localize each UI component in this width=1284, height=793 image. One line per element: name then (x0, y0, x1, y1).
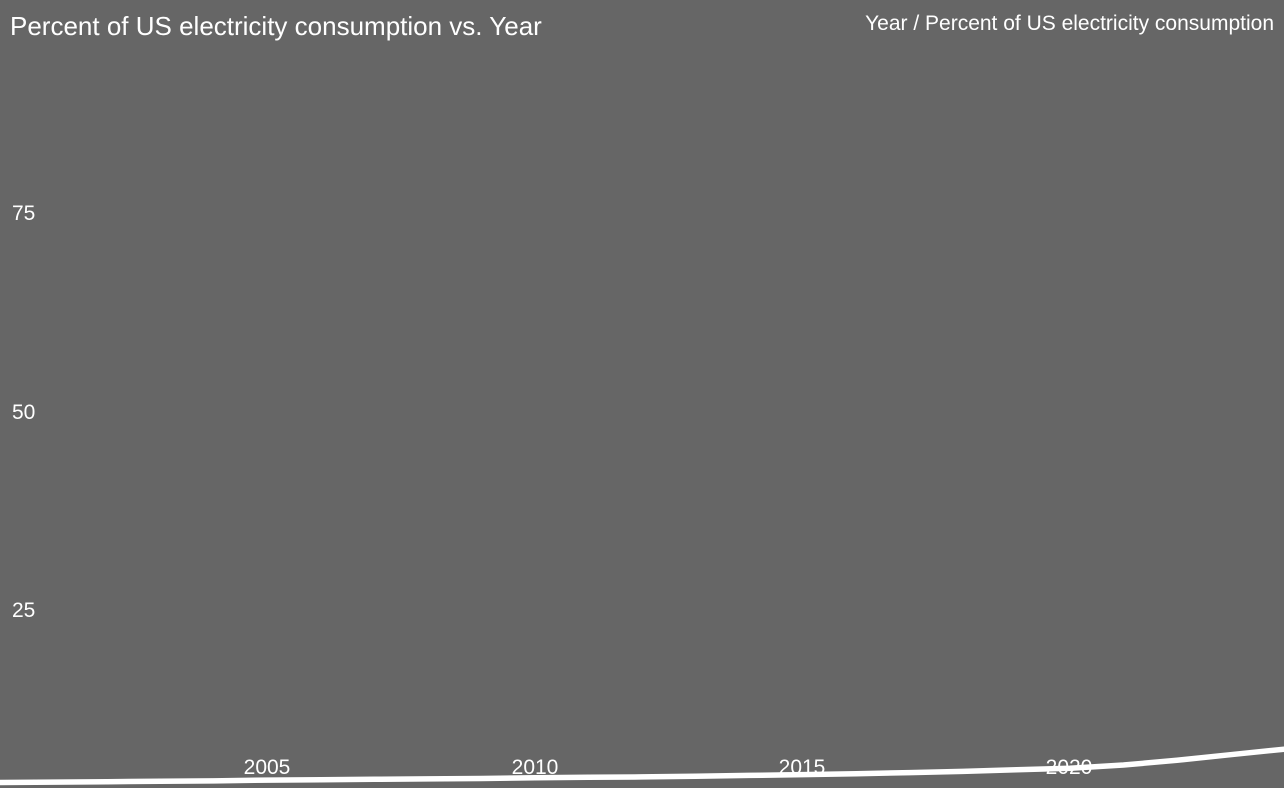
x-tick-label-2015: 2015 (778, 756, 826, 779)
y-tick-label-50: 50 (12, 401, 36, 424)
chart-title: Percent of US electricity consumption vs… (10, 11, 542, 41)
x-tick-label-2010: 2010 (511, 756, 559, 779)
axes-frame-label: Year / Percent of US electricity consump… (865, 12, 1274, 35)
y-tick-label-25: 25 (12, 599, 36, 622)
y-tick-label-75: 75 (12, 202, 36, 225)
x-tick-label-2020: 2020 (1045, 756, 1093, 779)
series-line (0, 746, 1284, 786)
x-tick-label-2005: 2005 (243, 756, 291, 779)
